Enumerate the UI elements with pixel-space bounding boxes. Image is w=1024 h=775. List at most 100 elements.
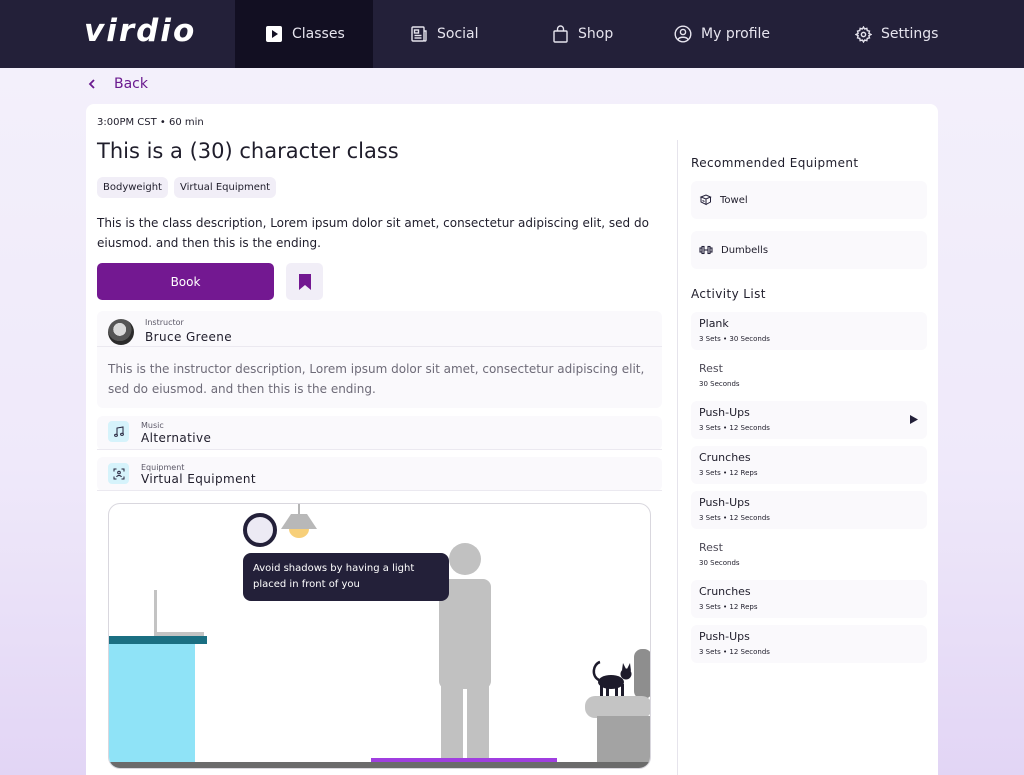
activity-name: Rest <box>699 541 723 554</box>
shopping-bag-icon <box>553 25 568 43</box>
instructor-section <box>97 311 662 408</box>
nav-social[interactable]: Social <box>410 0 479 68</box>
instructor-divider <box>97 346 662 347</box>
activity-detail: 30 Seconds <box>699 380 740 388</box>
class-meta: 3:00PM CST • 60 min <box>97 117 204 128</box>
equipment-label: Equipment <box>141 463 185 472</box>
music-label: Music <box>141 421 164 430</box>
back-label: Back <box>114 76 148 92</box>
activity-item[interactable]: Plank 3 Sets • 30 Seconds <box>691 312 927 350</box>
column-divider <box>677 140 678 775</box>
setup-illustration <box>108 503 651 769</box>
exercise-mat <box>371 758 557 762</box>
instructor-label: Instructor <box>145 318 184 327</box>
user-circle-icon <box>674 25 692 43</box>
towel-icon <box>699 194 712 206</box>
nav-shop-label: Shop <box>578 26 614 42</box>
equipment-item-dumbells-label: Dumbells <box>721 244 769 256</box>
instructor-description: This is the instructor description, Lore… <box>108 362 645 396</box>
nav-shop[interactable]: Shop <box>552 0 613 68</box>
equipment-section <box>97 457 662 491</box>
class-tags: Bodyweight Virtual Equipment <box>97 177 277 198</box>
activity-name: Rest <box>699 362 723 375</box>
equipment-icon-badge <box>108 463 129 484</box>
gear-icon <box>855 25 872 43</box>
instructor-avatar <box>108 319 134 345</box>
top-nav: virdio Classes Social Shop My profi <box>0 0 1024 68</box>
activity-detail: 3 Sets • 12 Seconds <box>699 514 770 522</box>
activity-detail: 3 Sets • 12 Reps <box>699 469 758 477</box>
class-description: This is the class description, Lorem ips… <box>97 216 649 250</box>
equipment-divider <box>97 490 662 491</box>
lamp-shade <box>281 514 317 529</box>
activity-item[interactable]: Rest 30 Seconds <box>691 357 927 395</box>
activity-detail: 3 Sets • 30 Seconds <box>699 335 770 343</box>
tag-virtual-equipment: Virtual Equipment <box>173 177 277 198</box>
floor <box>109 762 650 768</box>
bookmark-button[interactable] <box>286 263 323 300</box>
lamp-bulb <box>289 529 309 538</box>
person-leg-left <box>441 684 463 762</box>
chair-back <box>634 649 650 699</box>
music-note-icon <box>113 425 124 437</box>
music-value: Alternative <box>141 431 212 445</box>
chevron-left-icon <box>88 79 95 89</box>
back-link[interactable]: Back <box>88 76 148 92</box>
person-leg-right <box>467 684 489 762</box>
nav-my-profile[interactable]: My profile <box>674 0 770 68</box>
activity-item[interactable]: Push-Ups 3 Sets • 12 Seconds <box>691 491 927 529</box>
activity-item[interactable]: Push-Ups 3 Sets • 12 Seconds <box>691 401 927 439</box>
equipment-item-towel-label: Towel <box>720 194 748 206</box>
activity-detail: 3 Sets • 12 Seconds <box>699 424 770 432</box>
newspaper-icon <box>411 26 427 42</box>
class-title: This is a (30) character class <box>97 139 399 163</box>
activity-name: Crunches <box>699 451 751 464</box>
activity-name: Push-Ups <box>699 406 750 419</box>
book-button[interactable]: Book <box>97 263 274 300</box>
person-head <box>449 543 481 575</box>
nav-classes-label: Classes <box>292 26 345 42</box>
instructor-name: Bruce Greene <box>145 330 233 344</box>
nav-social-label: Social <box>437 26 479 42</box>
activity-detail: 3 Sets • 12 Seconds <box>699 648 770 656</box>
scan-person-icon <box>113 468 124 479</box>
activity-detail: 3 Sets • 12 Reps <box>699 603 758 611</box>
music-icon-badge <box>108 421 129 442</box>
activity-name: Push-Ups <box>699 630 750 643</box>
virdio-logo[interactable]: virdio <box>84 13 197 49</box>
activity-item[interactable]: Push-Ups 3 Sets • 12 Seconds <box>691 625 927 663</box>
music-section <box>97 416 662 450</box>
nav-classes[interactable]: Classes <box>235 0 373 68</box>
person-torso <box>439 579 491 689</box>
play-icon[interactable] <box>909 414 919 425</box>
activity-name: Push-Ups <box>699 496 750 509</box>
equipment-item-towel[interactable]: Towel <box>691 181 927 219</box>
activity-item[interactable]: Crunches 3 Sets • 12 Reps <box>691 446 927 484</box>
laptop-base <box>154 632 204 636</box>
activity-name: Plank <box>699 317 729 330</box>
music-divider <box>97 449 662 450</box>
desk-top <box>109 636 207 644</box>
laptop-screen <box>154 590 157 635</box>
cat-figure <box>592 660 632 696</box>
chair-seat <box>585 696 650 718</box>
chair-base <box>597 716 650 762</box>
nav-settings-label: Settings <box>881 26 939 42</box>
play-square-icon <box>266 26 282 42</box>
tag-bodyweight: Bodyweight <box>97 177 168 198</box>
equipment-item-dumbells[interactable]: Dumbells <box>691 231 927 269</box>
recommended-equipment-title: Recommended Equipment <box>691 156 859 170</box>
activity-item[interactable]: Rest 30 Seconds <box>691 536 927 574</box>
activity-item[interactable]: Crunches 3 Sets • 12 Reps <box>691 580 927 618</box>
activity-detail: 30 Seconds <box>699 559 740 567</box>
dumbbell-icon <box>699 245 713 255</box>
activity-list-title: Activity List <box>691 287 766 301</box>
desk-body <box>109 644 195 768</box>
lighting-tip-tooltip: Avoid shadows by having a light placed i… <box>243 553 449 601</box>
nav-settings[interactable]: Settings <box>855 0 938 68</box>
equipment-value: Virtual Equipment <box>141 472 256 486</box>
bookmark-icon <box>298 273 311 290</box>
activity-name: Crunches <box>699 585 751 598</box>
ring-light <box>243 513 277 547</box>
room-scene-illustration <box>109 504 650 768</box>
